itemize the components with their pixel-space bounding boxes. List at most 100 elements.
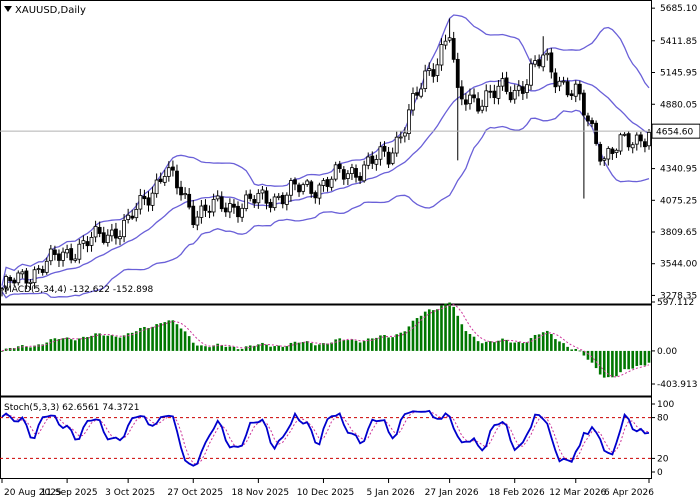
candle [142,189,147,206]
macd-bar [407,326,411,351]
macd-bar [476,341,480,351]
candle-body [411,93,415,111]
candle-body [280,194,285,205]
candle [333,161,338,182]
x-tick-label: 20 Aug 2025 [4,488,62,498]
candle [150,186,155,212]
macd-bar [517,341,521,351]
candle-body [203,204,208,211]
candle [118,230,122,246]
candle [341,166,346,185]
macd-bar [322,343,325,351]
macd-bar [12,348,16,351]
macd-bar [86,337,89,351]
macd-bar [338,338,342,351]
candle [12,277,17,286]
candle-body [142,195,147,200]
candle [468,88,472,110]
macd-bar [501,338,504,351]
candle-body [236,205,240,218]
macd-bar [493,342,496,351]
macd-bar [16,346,20,351]
y-tick-label: 4340.95 [660,165,697,175]
dropdown-triangle-icon[interactable] [4,6,12,12]
macd-bar [289,342,293,351]
macd-bar [419,315,423,351]
macd-bar [25,346,28,351]
candle [569,89,574,100]
candle-body [431,69,436,77]
macd-bar [387,337,390,351]
macd-bar [318,344,321,351]
candle-body [455,58,460,88]
y-tick-label: 3544.00 [660,260,697,270]
candle-body [594,122,599,144]
candle [541,36,546,72]
candle [496,80,501,105]
candle-body [16,272,21,284]
macd-bar [73,340,77,351]
macd-bar [578,350,582,352]
macd-bar [90,335,93,351]
candle [8,275,13,286]
macd-bar [53,338,57,351]
candle [232,199,236,214]
candle-body [57,253,61,261]
macd-bar [395,334,399,351]
candle [240,203,244,222]
candle [630,142,635,154]
stoch-title: Stoch(5,3,3) 62.6561 74.3721 [4,403,139,413]
macd-bar [627,350,630,370]
candle-body [97,226,102,234]
candle [211,193,216,217]
candle [394,131,399,157]
candle [561,76,566,85]
candle-body [569,93,574,97]
candle [183,187,188,199]
candle [309,179,314,198]
macd-bar [277,345,281,351]
macd-bar [297,342,301,351]
bollinger-upper-band [1,14,650,286]
candle [419,82,424,99]
macd-bar [623,350,626,370]
candle-body [638,134,643,142]
x-tick-label: 12 Mar 2026 [549,488,606,498]
macd-bar [415,318,419,351]
candle [256,189,261,209]
macd-bar [261,342,264,351]
candle-body [370,155,375,164]
macd-bar [411,320,415,351]
candle [374,154,379,171]
candle [618,132,623,155]
macd-y-tick-label: -403.913 [657,380,697,390]
x-tick-label: 10 Dec 2025 [297,488,355,498]
candle-body [130,215,135,219]
candle [0,286,4,297]
candle-body [325,179,330,187]
candle [415,86,419,100]
macd-bar [212,345,215,351]
candle-body [146,197,151,206]
candle-body [537,59,542,67]
candle-body [622,133,627,136]
x-tick-label: 18 Nov 2025 [232,488,290,498]
stoch-y-tick-label: 80 [657,414,669,424]
candle [93,220,98,243]
candle-body [305,180,310,185]
candle-body [427,68,432,72]
current-price-label: 4654.60 [656,128,693,138]
candle [297,182,301,197]
candle-body [439,44,444,66]
candle [439,38,444,71]
candle-body [362,164,367,182]
candle [345,170,350,186]
candle [366,152,371,170]
candle [427,62,432,76]
macd-bar [643,350,647,366]
candle [77,239,82,264]
candle [305,179,310,187]
candle [614,148,619,159]
